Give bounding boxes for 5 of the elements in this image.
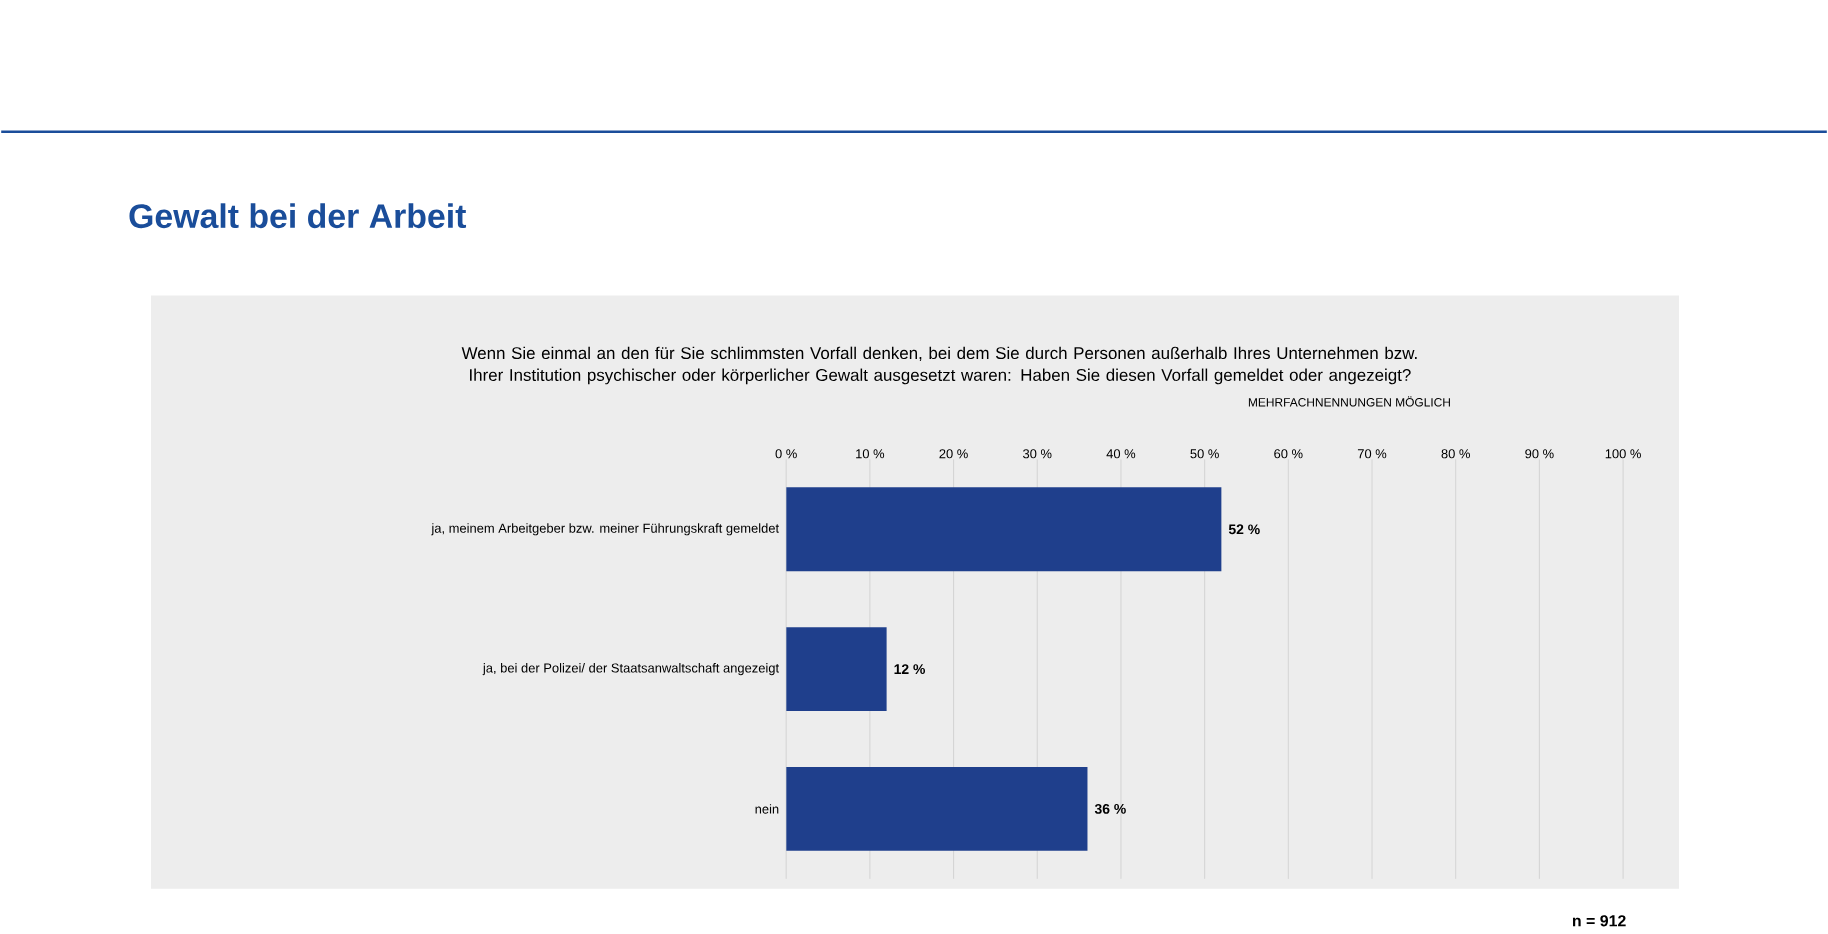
bar — [786, 766, 1088, 851]
bar — [786, 486, 1222, 571]
text: Gewalt bei der Arbeit — [129, 202, 467, 228]
bar — [786, 626, 887, 711]
chart-subtitle: Wenn Sie einmal an den für Sie schlimmsten Vorfall denken, bei dem Sie durch Personen außerhalb Ihres Unternehmen bzw. Ihrer Institution psychischer oder körperlicher Gewalt ausgesetzt waren: Haben Sie diesen Vorfall gemeldet oder angezeigt? — [461, 346, 1417, 384]
